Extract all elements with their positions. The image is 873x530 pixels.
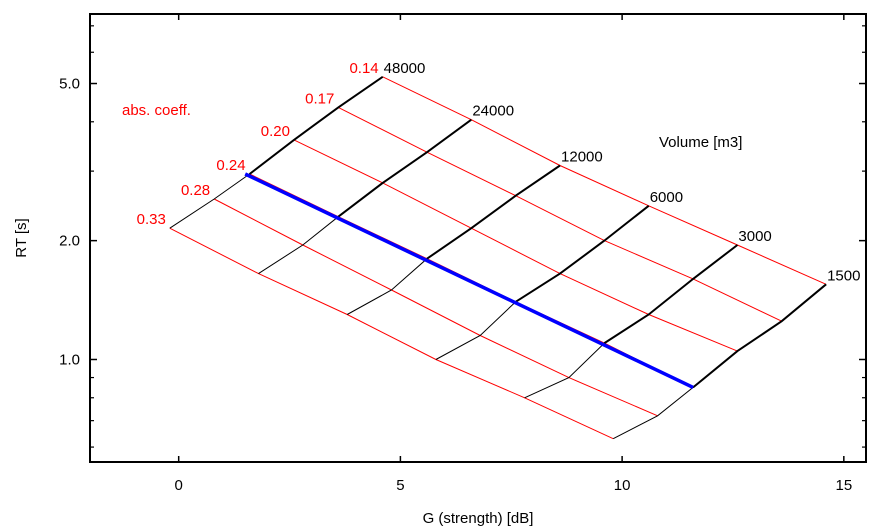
abs-coeff-label: 0.33 xyxy=(137,211,166,228)
x-tick-label: 10 xyxy=(614,477,631,494)
x-axis-title: G (strength) [dB] xyxy=(423,510,534,527)
abs-coeff-label: 0.14 xyxy=(349,60,378,77)
volume-line-bold xyxy=(248,75,384,175)
volume-line-bold xyxy=(603,244,739,344)
volume-label: 3000 xyxy=(738,228,771,245)
volume-title: Volume [m3] xyxy=(659,134,742,151)
tick-layer: 0 5 10 15 1.0 2.0 5.0 xyxy=(59,14,866,494)
x-tick-label: 15 xyxy=(835,477,852,494)
abs-coeff-title: abs. coeff. xyxy=(122,102,191,119)
volume-line-bold xyxy=(515,205,650,303)
abs-coeff-line xyxy=(213,198,658,417)
volume-label: 1500 xyxy=(827,267,860,284)
y-tick-label: 5.0 xyxy=(59,76,80,93)
abs-coeff-line xyxy=(169,227,614,440)
volume-label: 12000 xyxy=(561,148,603,165)
volume-line-bold xyxy=(337,118,472,218)
volume-label: 24000 xyxy=(472,103,514,120)
y-axis-title: RT [s] xyxy=(13,218,30,257)
grid-layer xyxy=(169,75,827,440)
volume-line-bold xyxy=(426,164,561,260)
abs-coeff-label: 0.20 xyxy=(261,123,290,140)
abs-coeff-label: 0.28 xyxy=(181,182,210,199)
x-tick-label: 0 xyxy=(175,477,183,494)
y-tick-label: 1.0 xyxy=(59,351,80,368)
x-tick-label: 5 xyxy=(396,477,404,494)
abs-coeff-label: 0.24 xyxy=(216,157,245,174)
abs-coeff-label: 0.17 xyxy=(305,90,334,107)
abs-coeff-line xyxy=(338,106,782,322)
abs-coeff-line xyxy=(293,139,738,352)
volume-label: 6000 xyxy=(650,189,683,206)
abs-coeff-line xyxy=(382,76,827,285)
label-layer: 48000 24000 12000 6000 3000 1500 0.14 0.17 0.20 0… xyxy=(137,60,861,285)
plot-frame xyxy=(89,13,867,463)
volume-label: 48000 xyxy=(384,60,426,77)
highlight-layer xyxy=(244,172,694,389)
y-tick-label: 2.0 xyxy=(59,233,80,250)
highlight-line xyxy=(244,172,694,389)
volume-line-bold xyxy=(692,283,827,389)
